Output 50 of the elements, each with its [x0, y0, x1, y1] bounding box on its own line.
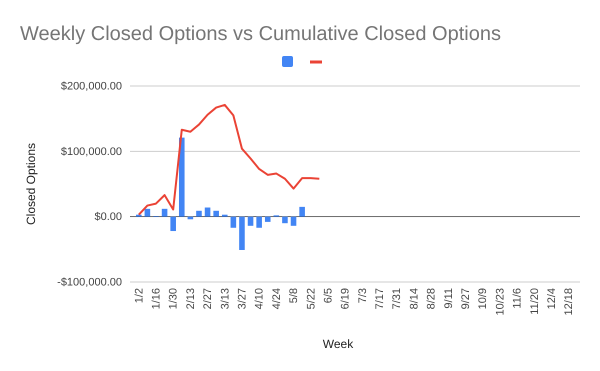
- x-tick-label: 12/18: [563, 288, 576, 316]
- x-tick-label: 5/22: [305, 288, 318, 310]
- y-tick-label: $0.00: [94, 211, 122, 224]
- x-axis-title: Week: [322, 337, 354, 351]
- x-tick-label: 10/23: [494, 288, 506, 316]
- x-tick-label: 8/28: [426, 288, 438, 310]
- bar: [196, 210, 202, 217]
- x-tick-label: 1/2: [133, 288, 146, 304]
- bar: [162, 208, 168, 217]
- bar: [239, 216, 245, 250]
- line-series: [138, 104, 320, 216]
- x-tick-label: 6/5: [322, 288, 334, 304]
- bar: [282, 216, 288, 224]
- x-tick-label: 10/9: [477, 288, 490, 310]
- bar: [248, 216, 254, 226]
- x-tick-label: 7/31: [391, 288, 404, 310]
- x-tick-label: 9/27: [460, 288, 472, 310]
- x-tick-label: 1/16: [150, 288, 163, 310]
- x-tick-label: 12/4: [546, 288, 558, 310]
- x-tick-label: 7/17: [374, 288, 386, 310]
- y-tick-label: $200,000.00: [60, 80, 122, 93]
- x-tick-label: 11/20: [528, 288, 541, 315]
- x-tick-label: 4/24: [270, 288, 283, 310]
- x-tick-label: 11/6: [512, 288, 524, 309]
- x-tick-label: 5/8: [288, 288, 300, 304]
- y-tick-label: -$100,000.00: [57, 276, 122, 289]
- x-tick-label: 3/13: [219, 288, 232, 310]
- x-tick-label: 1/30: [168, 288, 180, 310]
- x-tick-label: 7/3: [356, 288, 369, 304]
- x-tick-label: 2/27: [202, 288, 214, 310]
- chart-title: Weekly Closed Options vs Cumulative Closed Options: [20, 23, 501, 45]
- x-tick-label: 4/10: [254, 288, 266, 310]
- bar: [170, 216, 176, 232]
- x-tick-label: 3/27: [236, 288, 248, 310]
- bar: [178, 138, 185, 217]
- bar: [290, 216, 296, 226]
- bar: [144, 208, 150, 217]
- bar: [264, 216, 271, 222]
- bar: [230, 216, 236, 228]
- bar: [213, 210, 219, 217]
- bar: [256, 216, 262, 228]
- y-tick-label: $100,000.00: [60, 146, 122, 158]
- x-tick-label: 6/19: [340, 288, 352, 310]
- bar: [188, 216, 194, 220]
- x-tick-label: 8/14: [408, 288, 420, 310]
- y-axis-title: Closed Options: [24, 142, 38, 226]
- x-tick-label: 2/13: [184, 288, 197, 310]
- bar: [299, 206, 305, 217]
- x-tick-label: 9/11: [442, 288, 455, 309]
- bar: [204, 208, 210, 217]
